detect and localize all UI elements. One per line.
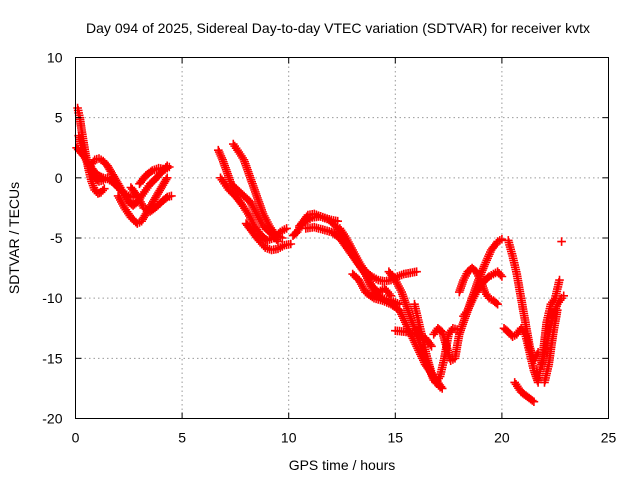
x-tick-label: 20 <box>494 430 510 446</box>
y-tick-label: -5 <box>50 230 63 246</box>
data-point-arc-29 <box>553 305 562 315</box>
data-point-arc-27 <box>555 275 564 285</box>
chart-title: Day 094 of 2025, Sidereal Day-to-day VTE… <box>86 20 590 36</box>
data-point-arc-23 <box>497 272 507 281</box>
data-point-arc-22 <box>497 234 507 244</box>
x-tick-labels: 0 5 10 15 20 25 <box>72 430 617 446</box>
y-tick-label: -20 <box>42 411 62 427</box>
data-point-arc-30 <box>557 237 566 246</box>
y-tick-label: -10 <box>42 290 62 306</box>
y-tick-label: 10 <box>47 50 63 66</box>
data-point-arc-6 <box>167 191 176 201</box>
data-point-arc-1 <box>100 184 109 193</box>
y-tick-labels: -20 -15 -10 -5 0 5 10 <box>42 50 62 427</box>
data-point-arc-21 <box>491 298 501 308</box>
data-point-arc-9 <box>278 233 287 243</box>
data-point-arc-15 <box>412 267 421 276</box>
x-axis-label: GPS time / hours <box>289 457 396 473</box>
data-point-arc-7 <box>165 162 174 172</box>
x-tick-label: 15 <box>388 430 404 446</box>
x-tick-label: 5 <box>178 430 186 446</box>
data-points <box>72 103 568 406</box>
data-point-arc-21 <box>493 299 502 309</box>
x-tick-label: 25 <box>601 430 617 446</box>
data-point-arc-28 <box>559 291 568 301</box>
y-tick-label: 0 <box>55 170 63 186</box>
y-axis-label: SDTVAR / TECUs <box>6 182 22 294</box>
y-tick-label: 5 <box>55 110 63 126</box>
data-point-arc-18 <box>427 342 436 351</box>
axis-ticks <box>75 57 609 419</box>
y-tick-label: -15 <box>42 350 62 366</box>
x-tick-label: 0 <box>72 430 80 446</box>
data-point-arc-26 <box>529 397 539 406</box>
data-point-arc-12 <box>333 216 342 226</box>
data-point-arc-11 <box>286 239 296 249</box>
x-tick-label: 10 <box>281 430 297 446</box>
data-point-arc-10 <box>282 224 291 233</box>
data-point-arc-5 <box>162 173 172 183</box>
data-point-arc-17 <box>435 382 445 392</box>
